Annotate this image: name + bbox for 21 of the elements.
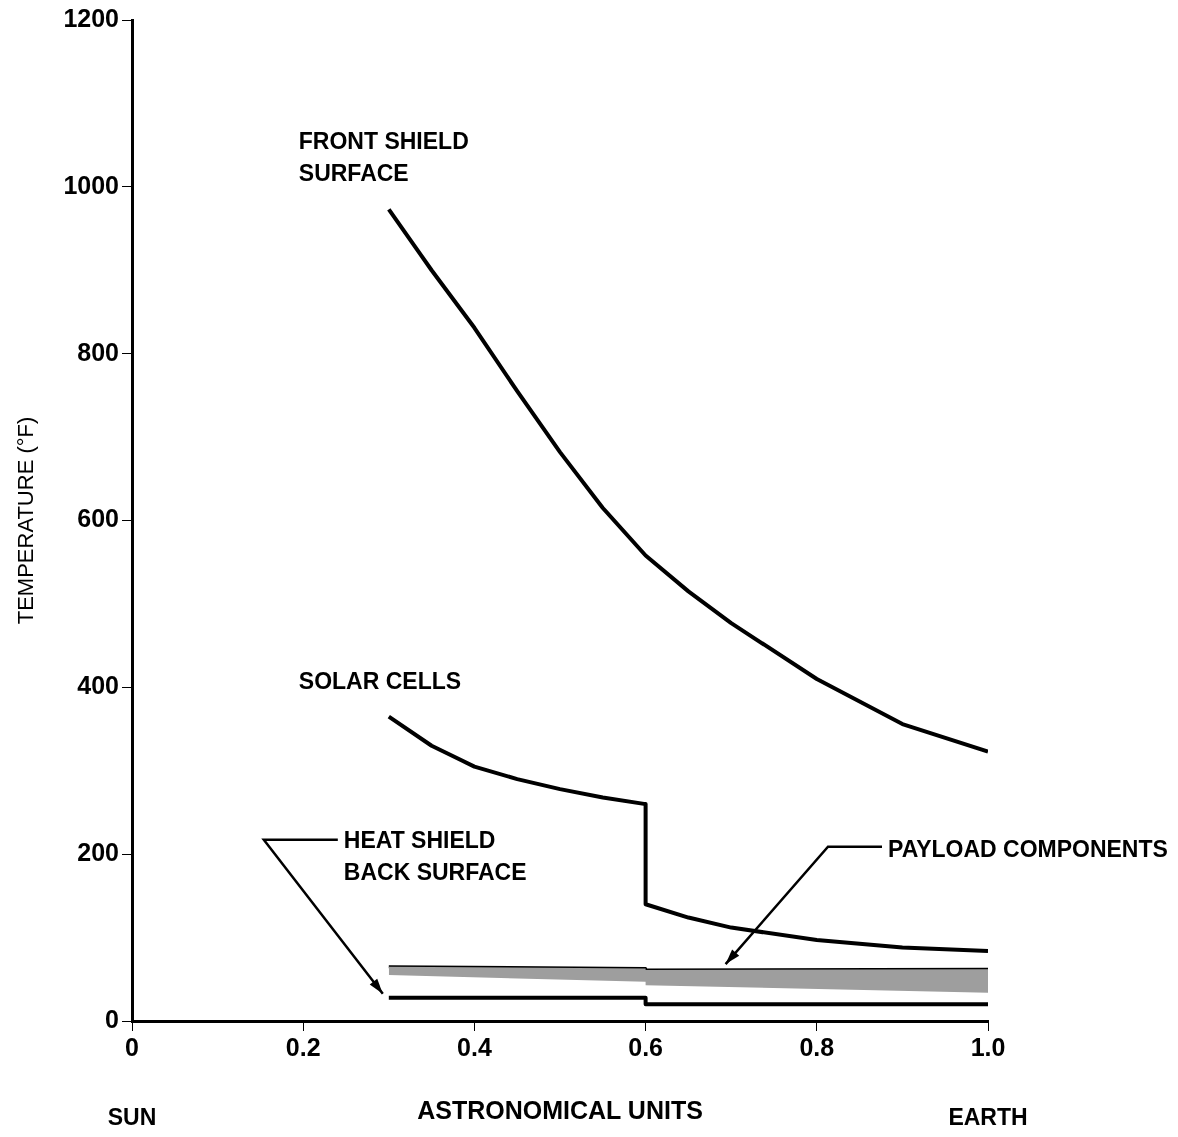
y-tick-label: 1200 bbox=[63, 3, 120, 32]
y-tick-label: 400 bbox=[77, 671, 120, 700]
y-tick-label: 800 bbox=[77, 337, 120, 366]
x-tick-label: 0 bbox=[125, 1032, 139, 1061]
x-tick-label: 0.6 bbox=[628, 1032, 663, 1061]
text: HEAT SHIELD BACK SURFACE bbox=[343, 826, 527, 885]
text: PAYLOAD COMPONENTS bbox=[888, 835, 1168, 862]
x-tick-label: 0.8 bbox=[799, 1032, 835, 1061]
y-tick-label: 1000 bbox=[63, 170, 120, 199]
x-tick-label: 0.2 bbox=[285, 1032, 321, 1061]
y-axis-title: TEMPERATURE (°F) bbox=[13, 416, 39, 625]
x-axis-title: ASTRONOMICAL UNITS bbox=[417, 1095, 703, 1124]
y-tick-label: 0 bbox=[105, 1004, 120, 1033]
text: FRONT SHIELD SURFACE bbox=[298, 128, 469, 187]
series-label: SOLAR CELLS bbox=[298, 667, 462, 694]
y-tick-label: 600 bbox=[77, 504, 120, 533]
x-tick-label: 1.0 bbox=[970, 1032, 1006, 1061]
y-tick-label: 200 bbox=[77, 838, 120, 867]
x-tick-label: 0.4 bbox=[457, 1032, 492, 1061]
text: SUN bbox=[107, 1104, 157, 1130]
text: EARTH bbox=[948, 1104, 1028, 1130]
